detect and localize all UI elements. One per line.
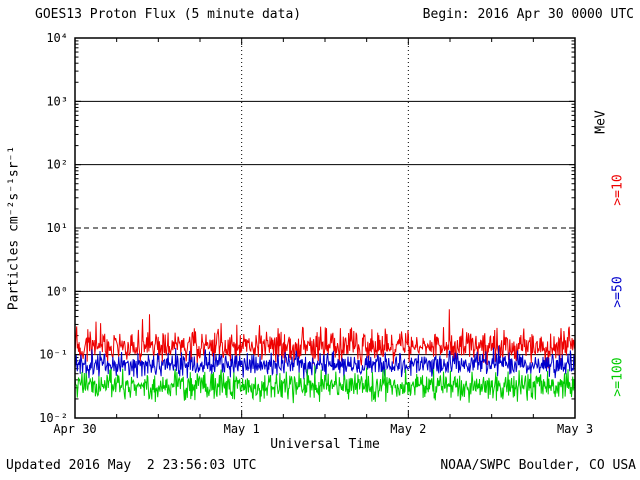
x-axis-label: Universal Time bbox=[270, 437, 380, 452]
x-tick-label: May 1 bbox=[224, 422, 260, 436]
x-tick-label: May 2 bbox=[390, 422, 426, 436]
begin-timestamp: Begin: 2016 Apr 30 0000 UTC bbox=[422, 7, 634, 22]
chart-title: GOES13 Proton Flux (5 minute data) bbox=[35, 7, 302, 22]
series-label-ge100: >=100 bbox=[610, 357, 626, 397]
x-tick-label: Apr 30 bbox=[53, 422, 96, 436]
source-credit: NOAA/SWPC Boulder, CO USA bbox=[440, 458, 636, 473]
series-label-ge10: >=10 bbox=[610, 174, 626, 206]
right-axis-unit-label: MeV bbox=[593, 110, 609, 134]
x-tick-label: May 3 bbox=[557, 422, 593, 436]
y-tick-label: 10⁴ bbox=[46, 31, 68, 45]
y-tick-label: 10² bbox=[46, 158, 68, 172]
updated-timestamp: Updated 2016 May 2 23:56:03 UTC bbox=[6, 458, 257, 473]
y-tick-label: 10⁰ bbox=[46, 284, 68, 298]
series-label-ge50: >=50 bbox=[610, 276, 626, 308]
y-tick-label: 10⁻¹ bbox=[39, 348, 68, 362]
y-tick-label: 10⁻² bbox=[39, 411, 68, 425]
y-axis-label: Particles cm⁻²s⁻¹sr⁻¹ bbox=[6, 145, 22, 311]
y-tick-label: 10³ bbox=[46, 94, 68, 108]
y-tick-label: 10¹ bbox=[46, 221, 68, 235]
